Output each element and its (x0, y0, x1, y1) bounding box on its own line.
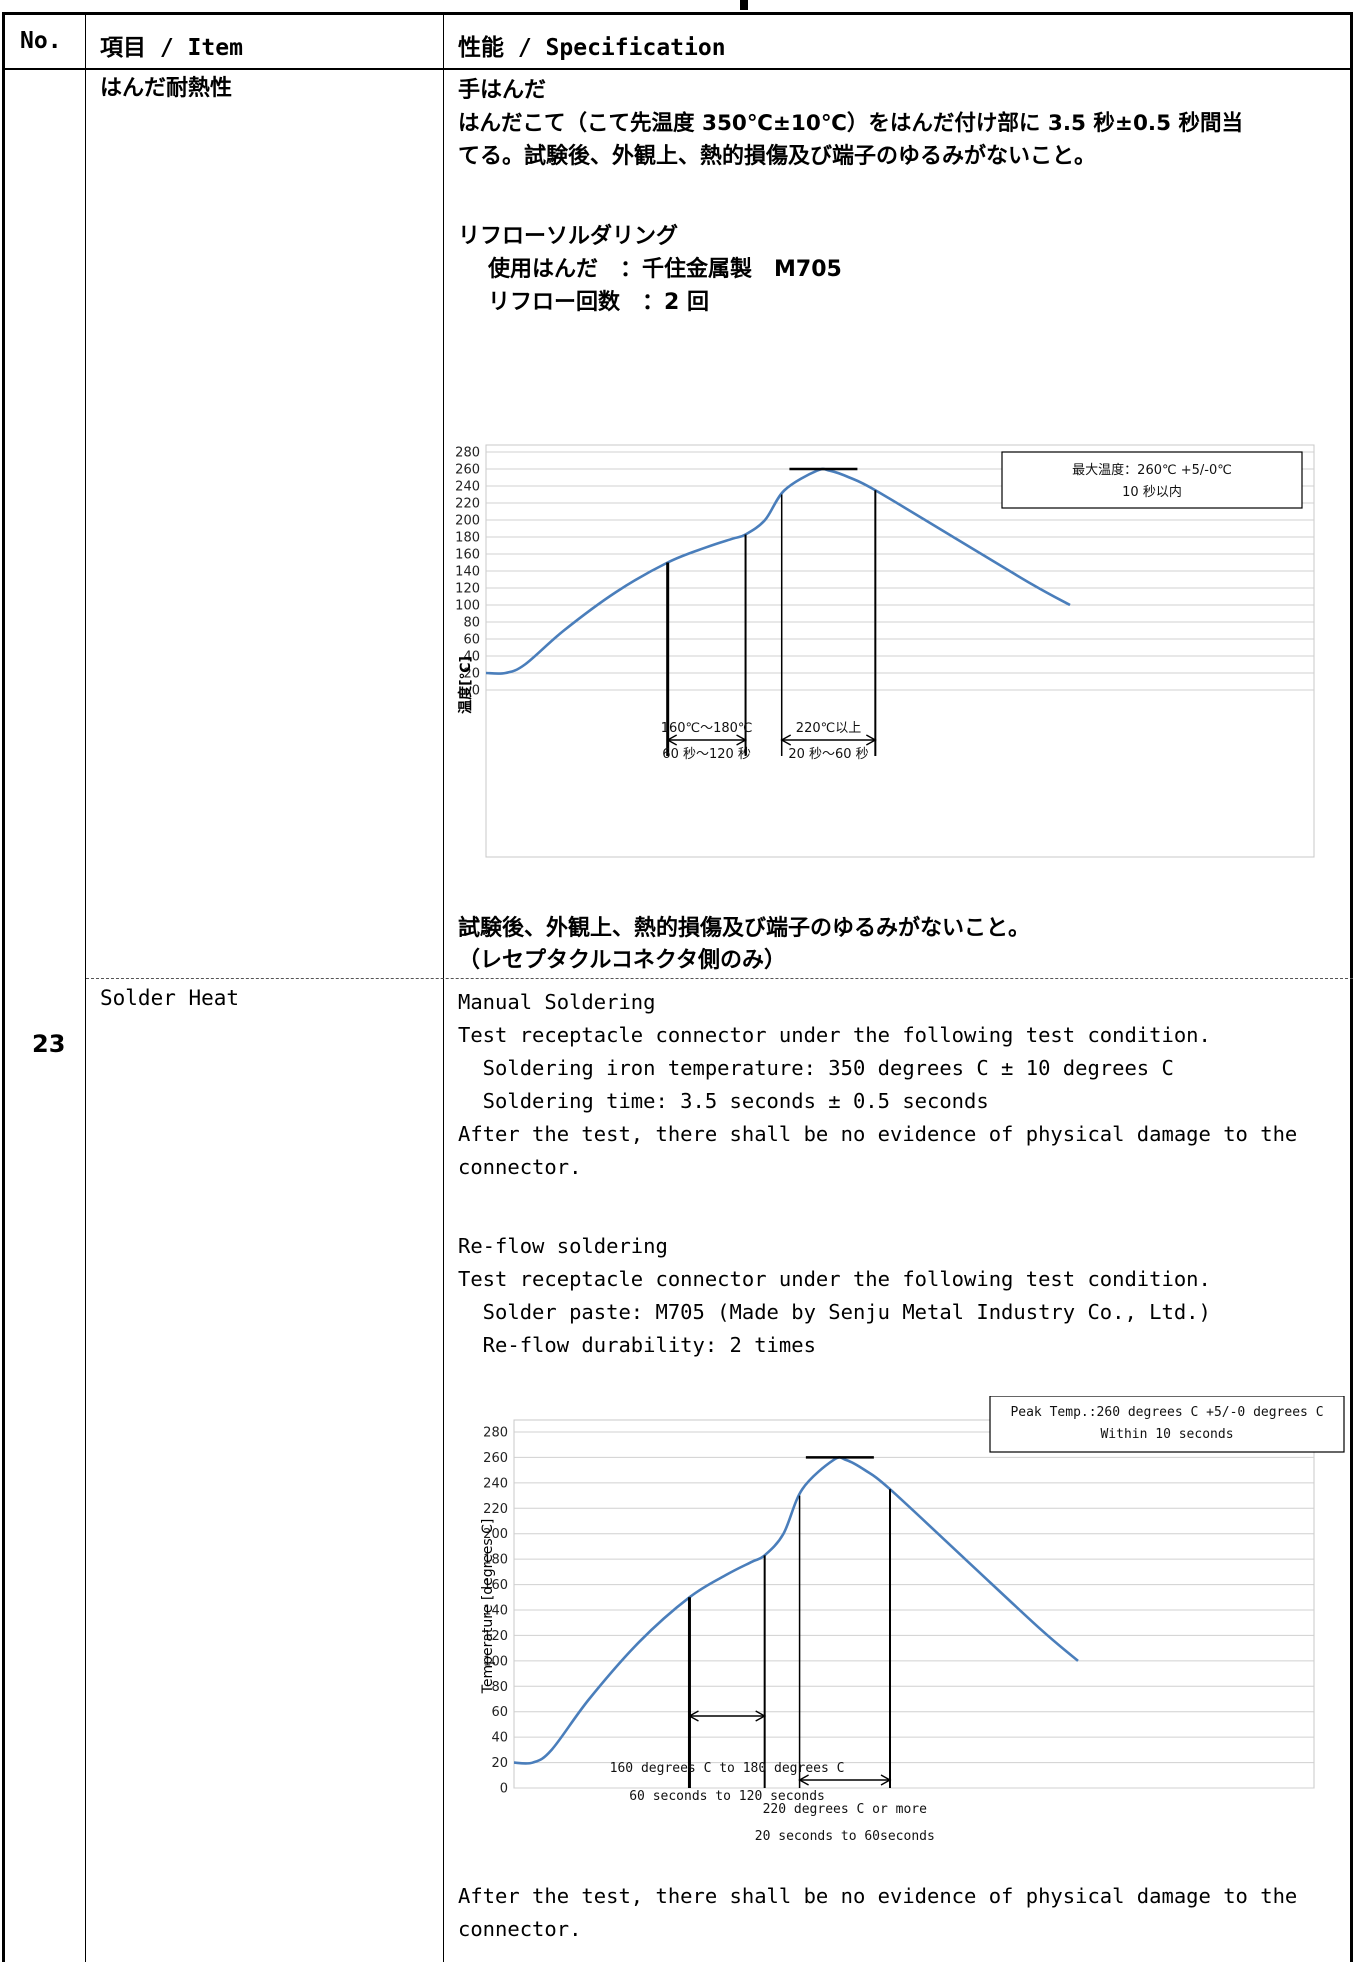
jp-reflow-title: リフローソルダリング (458, 224, 679, 249)
header-spec: 性能 / Specification (458, 35, 726, 61)
peak-box-line2: 10 秒以内 (1122, 484, 1182, 500)
preheat-time-label: 60 秒～120 秒 (662, 747, 751, 762)
header-divider (2, 68, 1353, 70)
reflow-arrow-head-right (880, 1774, 892, 1786)
y-tick-label: 120 (455, 582, 480, 597)
y-tick-label: 260 (483, 1451, 508, 1466)
en-reflow-line2: Solder paste: M705 (Made by Senju Metal … (458, 1300, 1211, 1324)
top-edge-mark (740, 0, 748, 10)
y-axis-label: 温度[℃] (457, 656, 474, 714)
preheat-arrow-head-right (755, 1710, 767, 1722)
en-after1: After the test, there shall be no eviden… (458, 1884, 1298, 1908)
jp-hand-line2: てる。試験後、外観上、熱的損傷及び端子のゆるみがないこと。 (458, 144, 1097, 169)
y-tick-label: 80 (463, 616, 480, 631)
y-tick-label: 60 (491, 1705, 508, 1720)
item-en: Solder Heat (100, 986, 240, 1010)
preheat-time-label: 60 seconds to 120 seconds (629, 1789, 825, 1804)
y-tick-label: 40 (491, 1731, 508, 1746)
y-tick-label: 0 (472, 684, 480, 699)
jp-after2: （レセプタクルコネクタ側のみ） (458, 948, 787, 973)
reflow-time-label: 20 seconds to 60seconds (755, 1829, 935, 1844)
en-manual-line5: connector. (458, 1155, 582, 1179)
header-item: 項目 / Item (100, 35, 243, 61)
jp-hand-line1: はんだこて（こて先温度 350℃±10℃）をはんだ付け部に 3.5 秒±0.5 … (458, 111, 1244, 136)
peak-box (1001, 451, 1303, 509)
y-tick-label: 160 (455, 548, 480, 563)
reflow-time-label: 20 秒～60 秒 (788, 747, 868, 762)
en-reflow-line3: Re-flow durability: 2 times (458, 1333, 816, 1357)
y-tick-label: 20 (491, 1756, 508, 1771)
y-tick-label: 220 (455, 497, 480, 512)
y-tick-label: 180 (483, 1553, 508, 1568)
jp-solder-label: 使用はんだ ：千住金属製 M705 (488, 257, 842, 282)
peak-box (989, 1396, 1345, 1453)
y-tick-label: 140 (483, 1604, 508, 1619)
spec-table (2, 12, 1353, 1962)
en-after2: connector. (458, 1917, 582, 1941)
jp-reflow-count: リフロー回数 ：2 回 (488, 290, 709, 315)
y-tick-label: 40 (463, 650, 480, 665)
y-tick-label: 280 (455, 446, 480, 461)
chart-frame (485, 444, 1315, 858)
en-reflow-title: Re-flow soldering (458, 1234, 668, 1258)
y-tick-label: 100 (483, 1654, 508, 1669)
row-number: 23 (32, 1030, 66, 1058)
reflow-temp-label: 220 degrees C or more (763, 1802, 928, 1817)
chart-frame (513, 1419, 1315, 1789)
en-reflow-line1: Test receptacle connector under the foll… (458, 1267, 1211, 1291)
y-tick-label: 60 (463, 633, 480, 648)
en-manual-title: Manual Soldering (458, 990, 656, 1014)
preheat-arrow-head-left (666, 734, 678, 746)
peak-box-line1: 最大温度：260℃ +5/-0℃ (1072, 462, 1232, 478)
y-tick-label: 260 (455, 463, 480, 478)
jp-after1: 試験後、外観上、熱的損傷及び端子のゆるみがないこと。 (458, 916, 1031, 941)
y-axis-label: Temperature [degrees C] (480, 1519, 496, 1695)
jp-en-divider (86, 978, 1353, 979)
peak-box-line1: Peak Temp.:260 degrees C +5/-0 degrees C (1010, 1405, 1323, 1420)
preheat-temp-label: 160 degrees C to 180 degrees C (610, 1761, 845, 1776)
en-manual-line2: Soldering iron temperature: 350 degrees … (458, 1056, 1174, 1080)
preheat-arrow-head-left (688, 1710, 699, 1722)
en-manual-line1: Test receptacle connector under the foll… (458, 1023, 1211, 1047)
y-tick-label: 220 (483, 1502, 508, 1517)
y-tick-label: 20 (463, 667, 480, 682)
preheat-temp-label: 160℃～180℃ (661, 721, 753, 736)
reflow-arrow-head-right (865, 734, 877, 746)
header-no: No. (20, 28, 62, 54)
en-manual-line4: After the test, there shall be no eviden… (458, 1122, 1298, 1146)
temperature-curve (513, 1456, 1079, 1765)
y-tick-label: 80 (491, 1680, 508, 1695)
y-tick-label: 200 (455, 514, 480, 529)
reflow-arrow-head-left (780, 734, 792, 746)
en-manual-line3: Soldering time: 3.5 seconds ± 0.5 second… (458, 1089, 989, 1113)
reflow-temp-label: 220℃以上 (796, 721, 861, 736)
y-tick-label: 240 (483, 1476, 508, 1491)
y-tick-label: 240 (455, 480, 480, 495)
y-tick-label: 0 (500, 1782, 508, 1797)
jp-hand-title: 手はんだ (458, 78, 547, 103)
item-jp: はんだ耐熱性 (100, 76, 233, 101)
y-tick-label: 160 (483, 1578, 508, 1593)
column-divider-item (443, 12, 444, 1962)
peak-box-line2: Within 10 seconds (1100, 1427, 1233, 1442)
y-tick-label: 180 (455, 531, 480, 546)
temperature-curve (485, 467, 1071, 675)
en-reflow-chart: 020406080100120140160180200220240260280 … (480, 1396, 1345, 1844)
jp-reflow-chart: 020406080100120140160180200220240260280 … (455, 444, 1315, 858)
y-tick-label: 100 (455, 599, 480, 614)
preheat-arrow-head-right (736, 734, 747, 746)
y-tick-label: 280 (483, 1426, 508, 1441)
y-tick-label: 120 (483, 1629, 508, 1644)
reflow-arrow-head-left (798, 1774, 809, 1786)
y-tick-label: 140 (455, 565, 480, 580)
column-divider-no (85, 12, 86, 1962)
y-tick-label: 200 (483, 1527, 508, 1542)
